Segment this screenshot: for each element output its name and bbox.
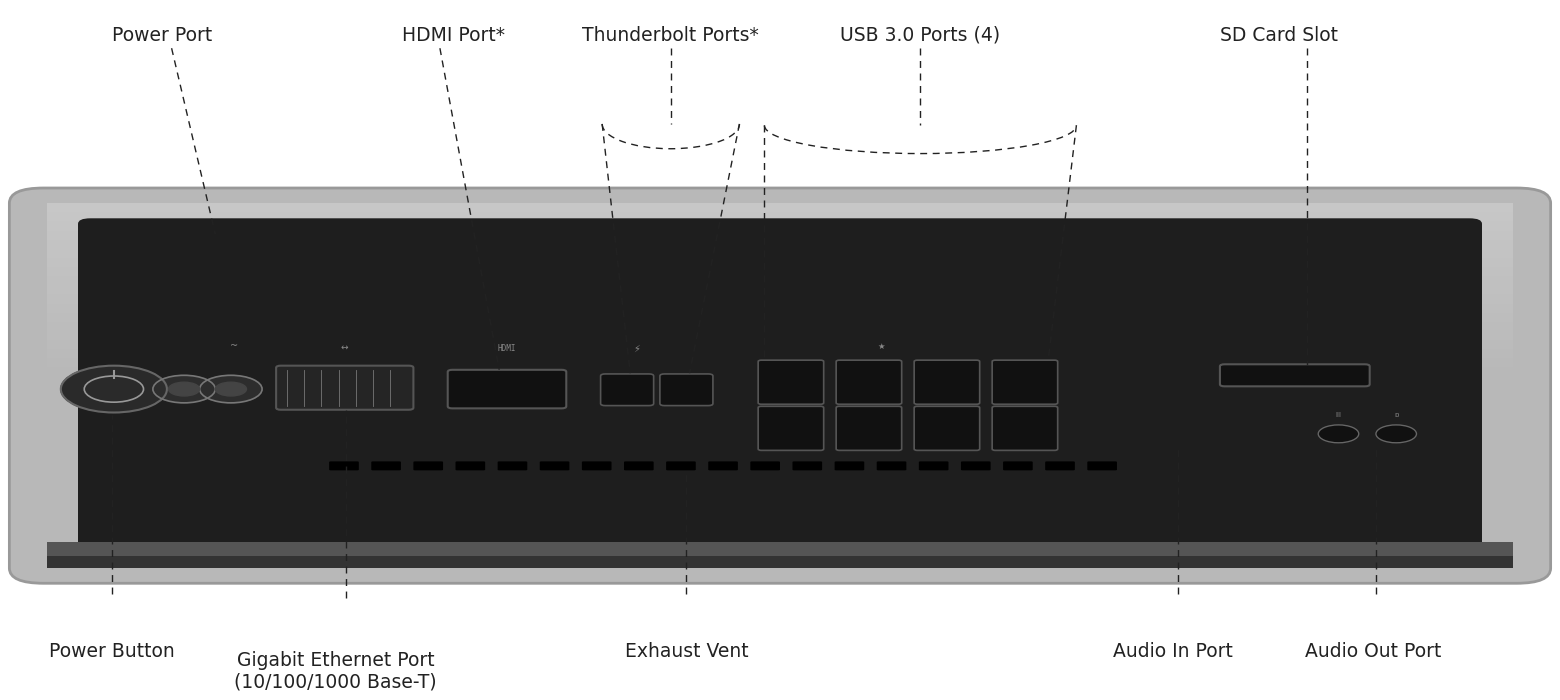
FancyBboxPatch shape	[47, 258, 1513, 267]
FancyBboxPatch shape	[708, 461, 738, 470]
FancyBboxPatch shape	[750, 461, 780, 470]
Circle shape	[61, 365, 167, 412]
FancyBboxPatch shape	[448, 370, 566, 408]
Text: HDMI: HDMI	[498, 344, 516, 354]
FancyBboxPatch shape	[1087, 461, 1117, 470]
FancyBboxPatch shape	[47, 212, 1513, 221]
Text: Audio In Port: Audio In Port	[1114, 642, 1232, 661]
Text: Power Button: Power Button	[50, 642, 175, 661]
Text: Audio Out Port: Audio Out Port	[1304, 642, 1441, 661]
FancyBboxPatch shape	[792, 461, 822, 470]
FancyBboxPatch shape	[877, 461, 906, 470]
FancyBboxPatch shape	[413, 461, 443, 470]
Circle shape	[153, 375, 215, 403]
FancyBboxPatch shape	[329, 461, 359, 470]
Text: USB 3.0 Ports (4): USB 3.0 Ports (4)	[841, 26, 1000, 45]
FancyBboxPatch shape	[601, 374, 654, 405]
FancyBboxPatch shape	[992, 360, 1058, 404]
FancyBboxPatch shape	[371, 461, 401, 470]
FancyBboxPatch shape	[47, 248, 1513, 258]
FancyBboxPatch shape	[47, 276, 1513, 286]
FancyBboxPatch shape	[1045, 461, 1075, 470]
Circle shape	[1318, 425, 1359, 443]
FancyBboxPatch shape	[47, 286, 1513, 295]
FancyBboxPatch shape	[47, 239, 1513, 248]
FancyBboxPatch shape	[835, 461, 864, 470]
Circle shape	[168, 382, 200, 396]
Text: ★: ★	[878, 342, 885, 351]
FancyBboxPatch shape	[582, 461, 612, 470]
FancyBboxPatch shape	[47, 203, 1513, 212]
FancyBboxPatch shape	[914, 406, 980, 450]
FancyBboxPatch shape	[758, 406, 824, 450]
Text: SD Card Slot: SD Card Slot	[1220, 26, 1338, 45]
FancyBboxPatch shape	[47, 304, 1513, 313]
FancyBboxPatch shape	[836, 360, 902, 404]
Bar	[47, 556, 1513, 568]
FancyBboxPatch shape	[540, 461, 569, 470]
FancyBboxPatch shape	[47, 313, 1513, 322]
Text: Gigabit Ethernet Port
(10/100/1000 Base-T): Gigabit Ethernet Port (10/100/1000 Base-…	[234, 651, 437, 692]
FancyBboxPatch shape	[992, 406, 1058, 450]
Circle shape	[200, 375, 262, 403]
FancyBboxPatch shape	[914, 360, 980, 404]
Text: HDMI Port*: HDMI Port*	[402, 26, 505, 45]
FancyBboxPatch shape	[47, 322, 1513, 331]
FancyBboxPatch shape	[47, 295, 1513, 304]
FancyBboxPatch shape	[47, 221, 1513, 230]
FancyBboxPatch shape	[47, 331, 1513, 340]
Circle shape	[215, 382, 246, 396]
Text: Power Port: Power Port	[112, 26, 212, 45]
FancyBboxPatch shape	[9, 188, 1551, 583]
Circle shape	[1376, 425, 1416, 443]
Text: ↔: ↔	[342, 342, 348, 351]
Text: ⚡: ⚡	[633, 343, 640, 354]
FancyBboxPatch shape	[456, 461, 485, 470]
FancyBboxPatch shape	[660, 374, 713, 405]
Text: ɒ: ɒ	[1395, 412, 1398, 418]
Bar	[47, 542, 1513, 568]
FancyBboxPatch shape	[836, 406, 902, 450]
FancyBboxPatch shape	[47, 230, 1513, 239]
FancyBboxPatch shape	[47, 340, 1513, 349]
FancyBboxPatch shape	[758, 360, 824, 404]
FancyBboxPatch shape	[47, 358, 1513, 368]
FancyBboxPatch shape	[1220, 364, 1370, 386]
FancyBboxPatch shape	[276, 365, 413, 410]
FancyBboxPatch shape	[47, 267, 1513, 276]
Text: Exhaust Vent: Exhaust Vent	[624, 642, 749, 661]
FancyBboxPatch shape	[498, 461, 527, 470]
FancyBboxPatch shape	[919, 461, 948, 470]
FancyBboxPatch shape	[1003, 461, 1033, 470]
FancyBboxPatch shape	[666, 461, 696, 470]
Text: ~: ~	[229, 341, 239, 351]
FancyBboxPatch shape	[47, 349, 1513, 358]
FancyBboxPatch shape	[47, 368, 1513, 377]
FancyBboxPatch shape	[624, 461, 654, 470]
Text: III: III	[1335, 412, 1342, 418]
FancyBboxPatch shape	[78, 218, 1482, 556]
FancyBboxPatch shape	[961, 461, 991, 470]
Text: Thunderbolt Ports*: Thunderbolt Ports*	[582, 26, 760, 45]
